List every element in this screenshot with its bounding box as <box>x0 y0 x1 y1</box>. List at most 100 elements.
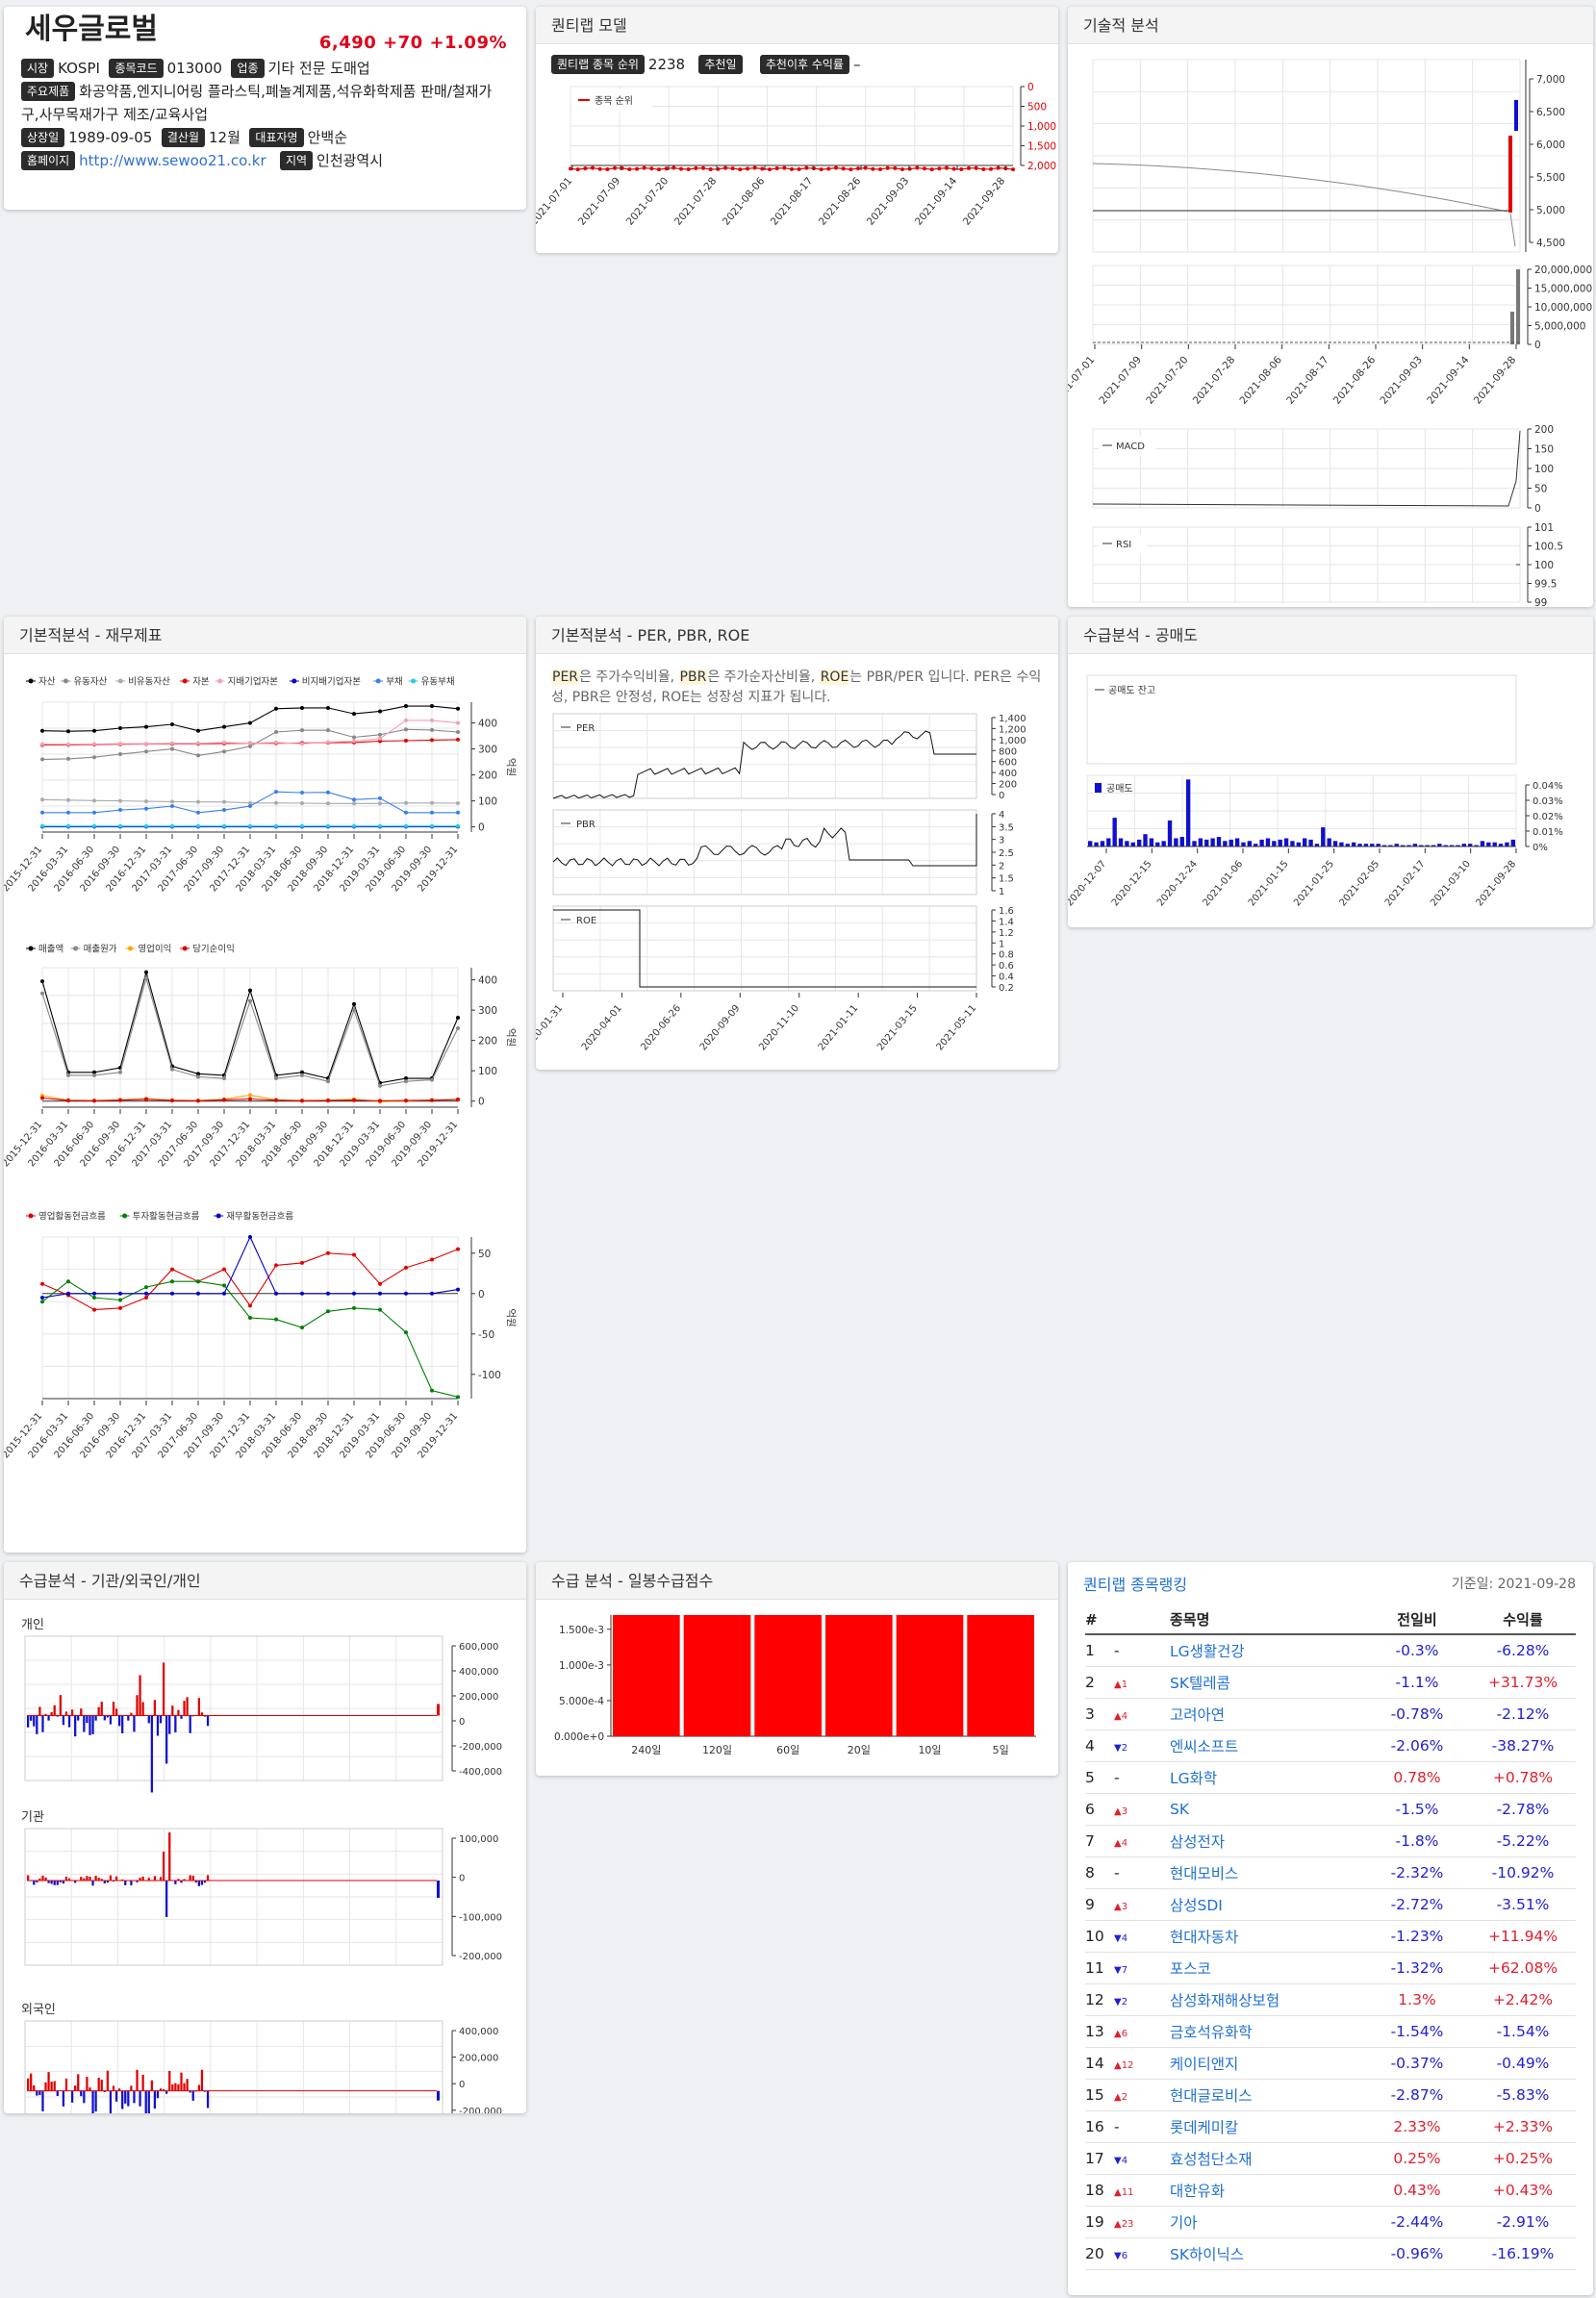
data-point <box>144 799 148 804</box>
panel-label: 외국인 <box>21 2003 56 2017</box>
flow-bar <box>103 1880 106 1883</box>
stock-name-link[interactable]: 금호석유화학 <box>1170 2015 1364 2048</box>
ranking-row[interactable]: 7 ▲4 삼성전자 -1.8% -5.22% <box>1085 1825 1576 1857</box>
stock-name-link[interactable]: 기아 <box>1170 2206 1364 2238</box>
data-point <box>430 738 434 743</box>
stock-name-link[interactable]: 현대모비스 <box>1170 1856 1364 1889</box>
ranking-row[interactable]: 10 ▼4 현대자동차 -1.23% +11.94% <box>1085 1920 1576 1953</box>
short-volume-bar <box>1112 818 1117 846</box>
x-tick-label: 2021-07-09 <box>1098 354 1144 406</box>
legend-label: 당기순이익 <box>192 944 235 955</box>
rank-number: 2 <box>1085 1666 1114 1699</box>
flow-bar <box>114 2090 118 2102</box>
rank-point <box>923 166 926 171</box>
ranking-row[interactable]: 5- LG화학 0.78% +0.78% <box>1085 1761 1576 1794</box>
stock-name-link[interactable]: 포스코 <box>1170 1952 1364 1984</box>
flow-bar <box>177 1709 180 1716</box>
prev-day-change: 0.43% <box>1364 2174 1470 2207</box>
ranking-row[interactable]: 14 ▲12 케이티앤지 -0.37% -0.49% <box>1085 2047 1576 2080</box>
data-point <box>144 749 148 754</box>
daily-score-chart: 1.500e-3 1.000e-3 5.000e-4 0.000e+0 240일 120일… <box>554 1615 1036 1756</box>
flow-bar <box>94 2090 97 2112</box>
stock-name-link[interactable]: 현대글로비스 <box>1170 2079 1364 2111</box>
stock-name-link[interactable]: 삼성화재해상보험 <box>1170 1983 1364 2016</box>
ranking-row[interactable]: 8- 현대모비스 -2.32% -10.92% <box>1085 1856 1576 1889</box>
data-point <box>300 1073 304 1077</box>
data-point <box>352 1252 356 1257</box>
ranking-row[interactable]: 4 ▼2 엔씨소프트 -2.06% -38.27% <box>1085 1730 1576 1762</box>
ranking-row[interactable]: 20 ▼6 SK하이닉스 -0.96% -16.19% <box>1085 2237 1576 2270</box>
stock-name-link[interactable]: 엔씨소프트 <box>1170 1730 1364 1762</box>
ranking-row[interactable]: 13 ▲6 금호석유화학 -1.54% -1.54% <box>1085 2015 1576 2048</box>
data-point <box>456 1247 460 1251</box>
ranking-row[interactable]: 9 ▲3 삼성SDI -2.72% -3.51% <box>1085 1888 1576 1921</box>
industry-tag: 업종 <box>231 59 265 78</box>
y-tick-label: 100 <box>478 796 497 808</box>
short-volume-bar <box>1505 842 1509 846</box>
data-point <box>118 1070 122 1074</box>
stock-name-link[interactable]: 현대자동차 <box>1170 1920 1364 1953</box>
ranking-row[interactable]: 18 ▲11 대한유화 0.43% +0.43% <box>1085 2174 1576 2207</box>
ranking-row[interactable]: 6 ▲3 SK -1.5% -2.78% <box>1085 1793 1576 1826</box>
data-point <box>404 738 408 743</box>
short-volume-bar <box>1461 844 1467 846</box>
stock-name-link[interactable]: SK하이닉스 <box>1170 2237 1364 2270</box>
y-tick-label: 0 <box>459 2080 465 2090</box>
flow-bar <box>56 2090 59 2096</box>
y-tick-label: 0 <box>459 1874 465 1884</box>
flow-bar <box>86 1715 89 1724</box>
ranking-row[interactable]: 1- LG생활건강 -0.3% -6.28% <box>1085 1634 1576 1667</box>
x-tick-label: 2021-02-05 <box>1338 859 1382 909</box>
stock-name-link[interactable]: 케이티앤지 <box>1170 2047 1364 2080</box>
stock-name-link[interactable]: 대한유화 <box>1170 2174 1364 2207</box>
data-point <box>118 823 122 828</box>
y-tick-label: 0 <box>999 791 1004 801</box>
data-point <box>144 1285 148 1290</box>
legend-label: 매출액 <box>38 944 63 955</box>
flow-bar <box>53 2081 56 2091</box>
flow-bar <box>162 1662 165 1716</box>
stock-name-link[interactable]: LG화학 <box>1170 1761 1364 1794</box>
ranking-row[interactable]: 12 ▼2 삼성화재해상보험 1.3% +2.42% <box>1085 1983 1576 2016</box>
ranking-row[interactable]: 3 ▲4 고려아연 -0.78% -2.12% <box>1085 1698 1576 1730</box>
ranking-row[interactable]: 17 ▼4 효성첨단소재 0.25% +0.25% <box>1085 2142 1576 2175</box>
short-volume-bar <box>1100 841 1105 846</box>
x-tick-label: 120일 <box>702 1743 732 1756</box>
stock-name-link[interactable]: 롯데케미칼 <box>1170 2110 1364 2143</box>
legend-label: 종목 순위 <box>595 94 633 107</box>
homepage-link[interactable]: http://www.sewoo21.co.kr <box>79 152 266 169</box>
stock-name-link[interactable]: 효성첨단소재 <box>1170 2142 1364 2175</box>
ranking-row[interactable]: 19 ▲23 기아 -2.44% -2.91% <box>1085 2206 1576 2238</box>
ranking-row[interactable]: 16- 롯데케미칼 2.33% +2.33% <box>1085 2110 1576 2143</box>
stock-name-link[interactable]: LG생활건강 <box>1170 1634 1364 1667</box>
stock-name-link[interactable]: 삼성SDI <box>1170 1888 1364 1921</box>
data-point <box>248 988 252 993</box>
stock-name-link[interactable]: 고려아연 <box>1170 1698 1364 1730</box>
volume-bar <box>1510 312 1514 344</box>
data-point <box>352 712 356 717</box>
rank-point <box>671 165 676 170</box>
y-tick-label: 50 <box>1534 484 1547 495</box>
plot-bg <box>611 1615 1036 1736</box>
ranking-row[interactable]: 2 ▲1 SK텔레콤 -1.1% +31.73% <box>1085 1666 1576 1699</box>
data-point <box>222 808 226 813</box>
flow-bar <box>127 2090 130 2107</box>
flow-bar <box>191 2090 194 2101</box>
stock-name-link[interactable]: SK <box>1170 1793 1364 1826</box>
data-point <box>274 730 278 735</box>
flow-bar <box>133 1715 136 1732</box>
y-tick-label: 20,000,000 <box>1534 265 1592 276</box>
col-no: # <box>1085 1605 1114 1635</box>
info-row-1: 시장 KOSPI 종목코드 013000 업종 기타 전문 도매업 <box>21 57 509 80</box>
legend-label: PBR <box>576 820 595 830</box>
stock-name-link[interactable]: SK텔레콤 <box>1170 1666 1364 1699</box>
prev-day-change: -1.23% <box>1364 1920 1470 1953</box>
desc-text-2: 은 주가순자산비율, <box>707 669 820 685</box>
ranking-row[interactable]: 15 ▲2 현대글로비스 -2.87% -5.83% <box>1085 2079 1576 2111</box>
short-volume-bar <box>1118 838 1124 846</box>
stock-name-link[interactable]: 삼성전자 <box>1170 1825 1364 1857</box>
ranking-row[interactable]: 11 ▼7 포스코 -1.32% +62.08% <box>1085 1952 1576 1984</box>
data-point <box>404 1291 408 1296</box>
data-point <box>430 823 434 828</box>
panel-frame <box>24 1828 443 1966</box>
